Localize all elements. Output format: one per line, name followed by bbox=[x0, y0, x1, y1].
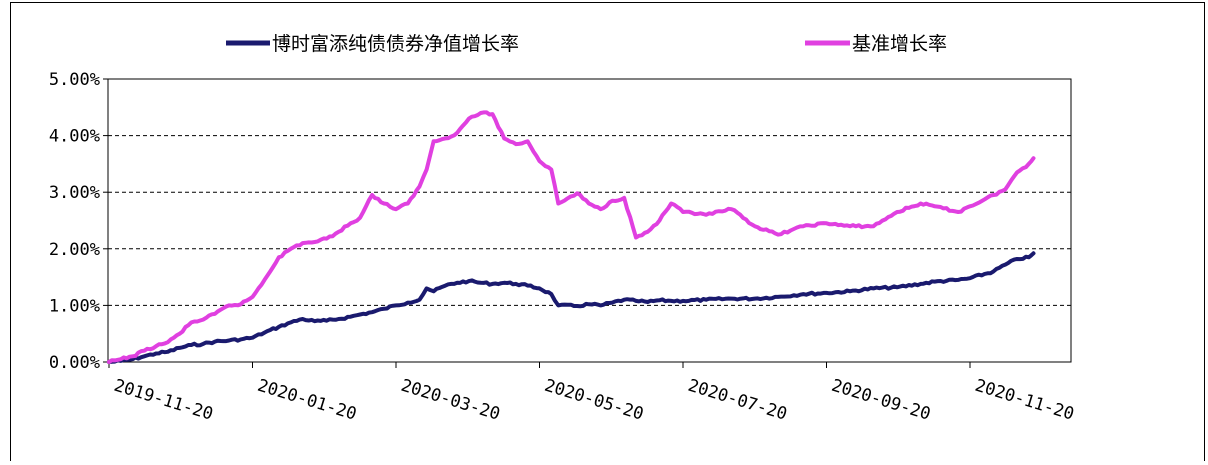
y-tick-label: 0.00% bbox=[49, 353, 100, 373]
y-tick-label: 4.00% bbox=[49, 127, 100, 147]
y-tick-label: 1.00% bbox=[49, 296, 100, 316]
series-line-benchmark bbox=[109, 112, 1034, 362]
x-tick-label: 2020-09-20 bbox=[829, 376, 933, 425]
legend-label-fund: 博时富添纯债债券净值增长率 bbox=[272, 33, 519, 55]
x-tick-label: 2020-03-20 bbox=[399, 376, 503, 425]
gridlines bbox=[108, 136, 1071, 306]
y-tick-label: 2.00% bbox=[49, 240, 100, 260]
legend-label-benchmark: 基准增长率 bbox=[852, 33, 947, 55]
series-line-fund bbox=[109, 253, 1034, 362]
y-axis: 0.00% 1.00% 2.00% 3.00% 4.00% 5.00% bbox=[49, 70, 108, 373]
x-axis: 2019-11-20 2020-01-20 2020-03-20 2020-05-20… bbox=[109, 362, 1076, 425]
legend: 博时富添纯债债券净值增长率 基准增长率 bbox=[226, 33, 947, 55]
y-tick-label: 3.00% bbox=[49, 183, 100, 203]
plot-area bbox=[108, 79, 1071, 362]
y-tick-label: 5.00% bbox=[49, 70, 100, 90]
x-tick-label: 2020-11-20 bbox=[973, 376, 1077, 425]
series-lines bbox=[109, 112, 1034, 362]
x-tick-label: 2020-07-20 bbox=[686, 376, 790, 425]
x-tick-label: 2019-11-20 bbox=[112, 376, 216, 425]
x-tick-label: 2020-01-20 bbox=[255, 376, 359, 425]
x-tick-label: 2020-05-20 bbox=[542, 376, 646, 425]
